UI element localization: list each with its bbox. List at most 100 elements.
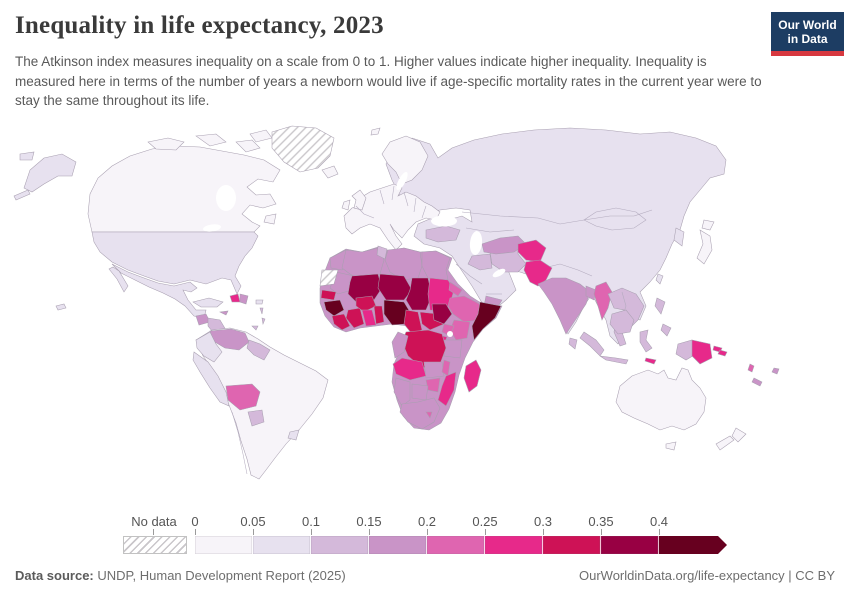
country-bolivia[interactable] (225, 383, 261, 411)
country-trinidad[interactable] (251, 325, 259, 331)
country-usa-hawaii[interactable] (55, 303, 67, 311)
region-indochina[interactable] (607, 287, 645, 331)
country-jamaica[interactable] (219, 310, 229, 316)
country-guyanas[interactable] (246, 339, 271, 361)
region-svalbard[interactable] (370, 127, 381, 136)
country-canada-arctic-2[interactable] (195, 133, 227, 147)
country-sierra-leone-liberia[interactable] (331, 313, 351, 331)
country-namibia[interactable] (393, 377, 411, 407)
country-korea[interactable] (673, 227, 685, 247)
country-bangladesh[interactable] (585, 285, 597, 301)
country-somalia[interactable] (471, 301, 502, 341)
country-guinea[interactable] (323, 299, 345, 317)
country-ireland[interactable] (341, 199, 351, 211)
country-new-caledonia[interactable] (751, 377, 763, 387)
legend-bin-1[interactable] (253, 536, 311, 554)
country-australia-tasmania[interactable] (665, 441, 677, 451)
country-benin-togo[interactable] (373, 305, 385, 325)
country-puerto-rico[interactable] (255, 299, 264, 305)
country-indonesia-sulawesi[interactable] (639, 329, 653, 353)
region-scandinavia[interactable] (381, 135, 429, 185)
country-peru[interactable] (192, 351, 230, 407)
legend-bin-2[interactable] (311, 536, 369, 554)
country-mexico-baja[interactable] (108, 266, 129, 293)
country-solomon-islands[interactable] (717, 349, 728, 357)
country-cuba[interactable] (192, 297, 224, 308)
country-canada-arctic-3[interactable] (235, 139, 261, 153)
country-canada-arctic-1[interactable] (147, 137, 185, 151)
country-dominican-republic[interactable] (239, 293, 249, 305)
country-cote-divoire[interactable] (345, 307, 365, 329)
country-philippines-mindanao[interactable] (660, 323, 672, 337)
legend-bin-6[interactable] (543, 536, 601, 554)
country-canada-newfoundland[interactable] (263, 213, 277, 225)
country-congo-gabon[interactable] (391, 331, 409, 359)
country-canada-ellesmere[interactable] (249, 129, 273, 143)
country-vanuatu[interactable] (747, 363, 755, 373)
country-madagascar[interactable] (463, 359, 482, 393)
country-uk[interactable] (351, 189, 367, 211)
country-australia[interactable] (615, 367, 707, 431)
country-burkina-faso[interactable] (355, 295, 377, 313)
country-lesser-antilles-2[interactable] (261, 317, 266, 326)
country-indonesia-java[interactable] (599, 355, 629, 365)
country-paraguay[interactable] (247, 409, 265, 427)
country-south-africa[interactable] (399, 397, 441, 430)
country-papua-new-guinea[interactable] (691, 339, 713, 365)
border-europe-1 (355, 205, 375, 219)
country-sri-lanka[interactable] (568, 337, 578, 350)
country-new-zealand-south[interactable] (715, 435, 735, 451)
country-niger[interactable] (377, 273, 413, 301)
country-egypt[interactable] (421, 250, 451, 281)
country-greenland[interactable] (271, 125, 335, 173)
country-timor-leste[interactable] (644, 357, 657, 365)
legend-bin-3[interactable] (369, 536, 427, 554)
country-indonesia-papua[interactable] (675, 339, 697, 361)
country-russia-chukotka[interactable] (19, 151, 35, 161)
country-tunisia[interactable] (376, 245, 388, 260)
legend-bin-4[interactable] (427, 536, 485, 554)
country-zimbabwe[interactable] (425, 377, 441, 393)
country-philippines-luzon[interactable] (654, 297, 666, 315)
legend-no-data-swatch[interactable] (123, 536, 187, 554)
country-japan-hokkaido[interactable] (701, 219, 715, 231)
country-botswana[interactable] (411, 383, 429, 401)
country-ghana[interactable] (361, 309, 377, 327)
country-usa-aleutians[interactable] (13, 189, 31, 201)
country-angola[interactable] (392, 357, 427, 381)
map-legend: No data 0 0.05 0.1 0.15 0.2 0.25 0.3 0.35 0.4 (0, 514, 850, 558)
country-taiwan[interactable] (655, 273, 664, 285)
country-mozambique[interactable] (437, 371, 457, 407)
country-canada[interactable] (87, 145, 281, 233)
country-uruguay[interactable] (287, 429, 300, 441)
country-iraq[interactable] (467, 253, 493, 271)
country-zambia[interactable] (423, 361, 445, 379)
legend-bin-5[interactable] (485, 536, 543, 554)
country-eritrea[interactable] (448, 281, 463, 297)
country-south-sudan[interactable] (431, 303, 453, 325)
country-india[interactable] (537, 277, 591, 335)
legend-bin-7[interactable] (601, 536, 659, 554)
country-haiti[interactable] (229, 293, 241, 303)
country-senegal[interactable] (320, 289, 337, 301)
legend-bin-0[interactable] (195, 536, 253, 554)
owid-logo[interactable]: Our World in Data (771, 12, 844, 56)
country-iceland[interactable] (321, 165, 339, 179)
country-usa-alaska[interactable] (23, 153, 77, 193)
country-fiji[interactable] (771, 367, 780, 375)
country-mexico[interactable] (111, 263, 207, 319)
country-myanmar[interactable] (593, 281, 613, 321)
country-japan[interactable] (696, 229, 713, 265)
country-lesser-antilles-1[interactable] (259, 307, 264, 315)
country-new-zealand-north[interactable] (731, 427, 747, 443)
country-indonesia-borneo[interactable] (609, 309, 635, 335)
country-indonesia-sumatra[interactable] (579, 331, 605, 357)
legend-bin-8[interactable] (659, 536, 727, 554)
legend-tick-mark-0.25 (485, 529, 486, 535)
country-colombia[interactable] (195, 331, 223, 363)
country-tanzania[interactable] (443, 339, 463, 359)
country-chad[interactable] (405, 277, 433, 311)
country-lesotho[interactable] (425, 411, 433, 419)
country-western-sahara[interactable] (319, 269, 339, 287)
country-usa[interactable] (91, 231, 259, 295)
